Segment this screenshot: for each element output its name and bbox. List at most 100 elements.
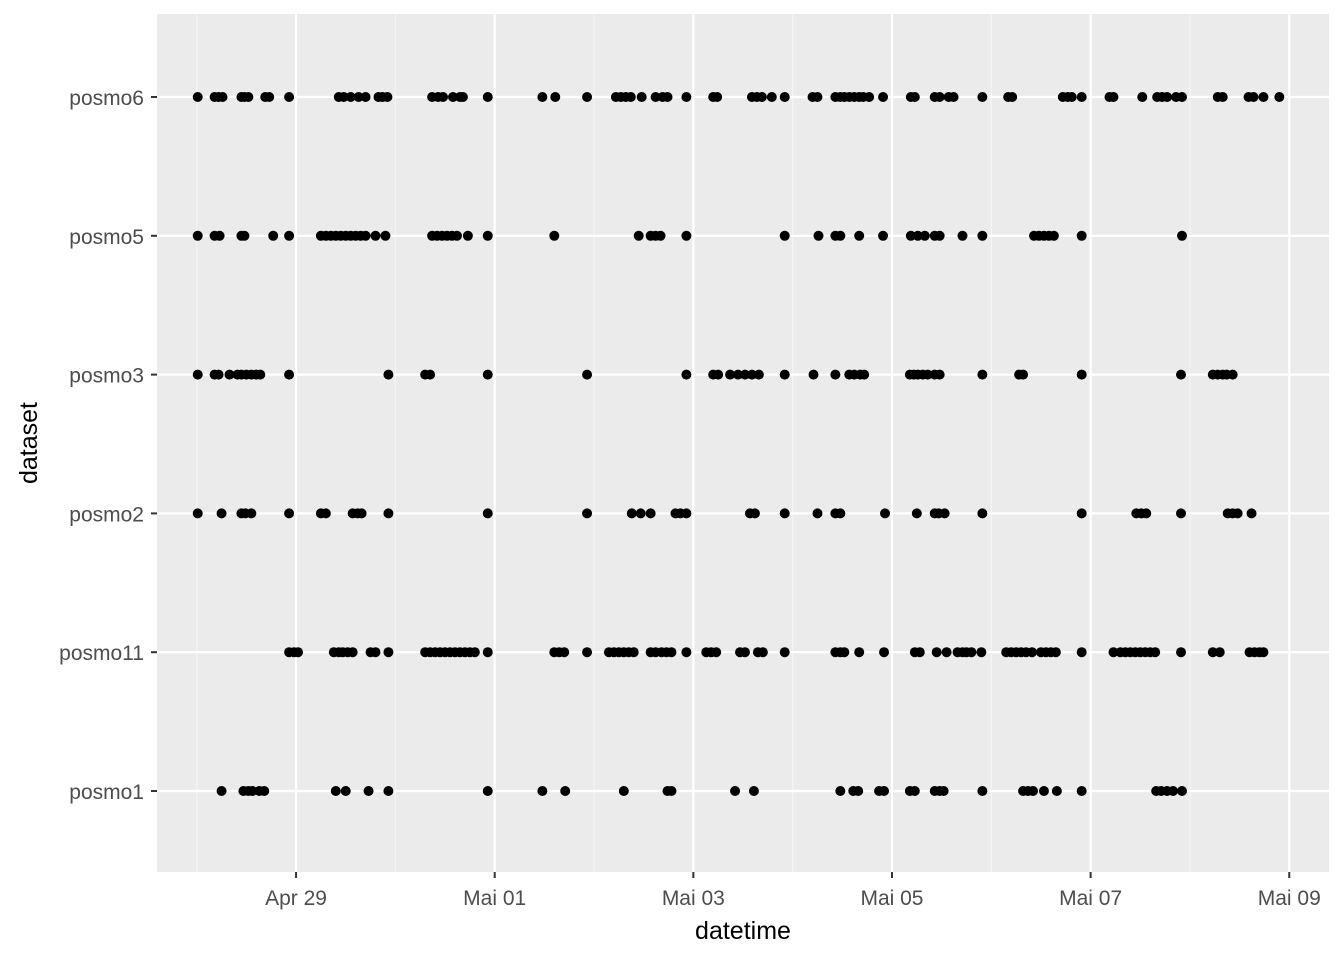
data-point-posmo11 — [931, 647, 942, 658]
data-point-posmo6 — [457, 92, 468, 102]
data-point-posmo1 — [363, 786, 374, 796]
data-point-posmo11 — [469, 647, 480, 658]
data-point-posmo3 — [830, 369, 841, 380]
data-point-posmo11 — [976, 647, 987, 658]
data-point-posmo6 — [382, 92, 393, 102]
data-point-posmo6 — [766, 92, 777, 102]
data-point-posmo6 — [550, 92, 561, 102]
data-point-posmo2 — [911, 508, 922, 519]
data-point-posmo6 — [977, 92, 988, 102]
data-point-posmo3 — [808, 369, 819, 380]
data-point-posmo6 — [217, 92, 228, 102]
data-point-posmo1 — [909, 786, 920, 796]
data-point-posmo6 — [284, 92, 295, 102]
data-point-posmo2 — [216, 508, 227, 519]
data-point-posmo6 — [1274, 92, 1285, 102]
data-point-posmo5 — [813, 230, 824, 241]
data-point-posmo3 — [753, 369, 764, 380]
data-point-posmo6 — [1066, 92, 1077, 102]
data-point-posmo5 — [1048, 230, 1059, 241]
data-point-posmo1 — [730, 786, 741, 796]
y-tick-label: posmo5 — [69, 226, 144, 249]
data-point-posmo3 — [922, 369, 933, 380]
data-point-posmo1 — [482, 786, 493, 796]
data-point-posmo2 — [246, 508, 257, 519]
data-point-posmo6 — [1162, 92, 1173, 102]
data-point-posmo11 — [1150, 647, 1161, 658]
data-point-posmo11 — [293, 647, 304, 658]
data-point-posmo6 — [447, 92, 458, 102]
data-point-posmo11 — [1214, 647, 1225, 658]
data-point-posmo5 — [482, 230, 493, 241]
data-point-posmo6 — [636, 92, 647, 102]
data-point-posmo11 — [879, 647, 890, 658]
data-point-posmo5 — [919, 230, 930, 241]
data-point-posmo3 — [739, 369, 750, 380]
data-point-posmo3 — [779, 369, 790, 380]
data-point-posmo3 — [284, 369, 295, 380]
data-point-posmo5 — [912, 230, 923, 241]
data-point-posmo11 — [666, 647, 677, 658]
data-point-posmo3 — [1076, 369, 1087, 380]
data-point-posmo5 — [854, 230, 865, 241]
plot-panel — [157, 14, 1329, 872]
data-point-posmo11 — [482, 647, 493, 658]
data-point-posmo1 — [216, 786, 227, 796]
data-point-posmo1 — [1177, 786, 1188, 796]
data-point-posmo6 — [878, 92, 889, 102]
y-axis: posmo1 posmo11 posmo2 posmo3 posmo5 posmo6 — [59, 87, 157, 804]
data-point-posmo6 — [1137, 92, 1148, 102]
data-point-posmo11 — [1076, 647, 1087, 658]
data-point-posmo5 — [934, 230, 945, 241]
data-point-posmo5 — [462, 230, 473, 241]
data-point-posmo2 — [320, 508, 331, 519]
data-point-posmo6 — [625, 92, 636, 102]
data-point-posmo11 — [559, 647, 570, 658]
y-tick-label: posmo1 — [69, 781, 144, 804]
data-point-posmo3 — [713, 369, 724, 380]
x-tick-label: Mai 07 — [1059, 887, 1122, 910]
data-point-posmo11 — [711, 647, 722, 658]
data-point-posmo3 — [213, 369, 224, 380]
data-point-posmo6 — [864, 92, 875, 102]
data-point-posmo1 — [938, 786, 949, 796]
data-point-posmo2 — [1176, 508, 1187, 519]
data-point-posmo2 — [482, 508, 493, 519]
data-point-posmo1 — [1028, 786, 1039, 796]
data-point-posmo6 — [909, 92, 920, 102]
data-point-posmo5 — [905, 230, 916, 241]
data-point-posmo2 — [681, 508, 692, 519]
data-point-posmo2 — [284, 508, 295, 519]
data-point-posmo11 — [854, 647, 865, 658]
data-point-posmo6 — [1248, 92, 1259, 102]
data-point-posmo5 — [779, 230, 790, 241]
data-point-posmo5 — [370, 230, 381, 241]
x-tick-label: Mai 05 — [860, 887, 923, 910]
data-point-posmo1 — [247, 786, 258, 796]
data-point-posmo1 — [1168, 786, 1179, 796]
data-point-posmo6 — [756, 92, 767, 102]
data-point-posmo6 — [438, 92, 449, 102]
data-point-posmo11 — [1176, 647, 1187, 658]
data-point-posmo1 — [1051, 786, 1062, 796]
data-point-posmo6 — [681, 92, 692, 102]
data-point-posmo6 — [360, 92, 371, 102]
data-point-posmo6 — [948, 92, 959, 102]
grid-minor — [196, 14, 1191, 872]
data-point-posmo6 — [662, 92, 673, 102]
data-point-posmo1 — [537, 786, 548, 796]
data-point-posmo6 — [338, 92, 349, 102]
x-tick-label: Apr 29 — [265, 887, 327, 910]
data-point-posmo2 — [1076, 508, 1087, 519]
x-axis-title: datetime — [695, 917, 791, 945]
data-point-posmo2 — [880, 508, 891, 519]
data-point-posmo1 — [330, 786, 341, 796]
data-point-posmo2 — [835, 508, 846, 519]
data-point-posmo11 — [370, 647, 381, 658]
data-point-posmo1 — [748, 786, 759, 796]
data-point-posmo2 — [582, 508, 593, 519]
data-point-posmo2 — [192, 508, 203, 519]
y-tick-label: posmo6 — [69, 87, 144, 110]
data-point-posmo11 — [582, 647, 593, 658]
